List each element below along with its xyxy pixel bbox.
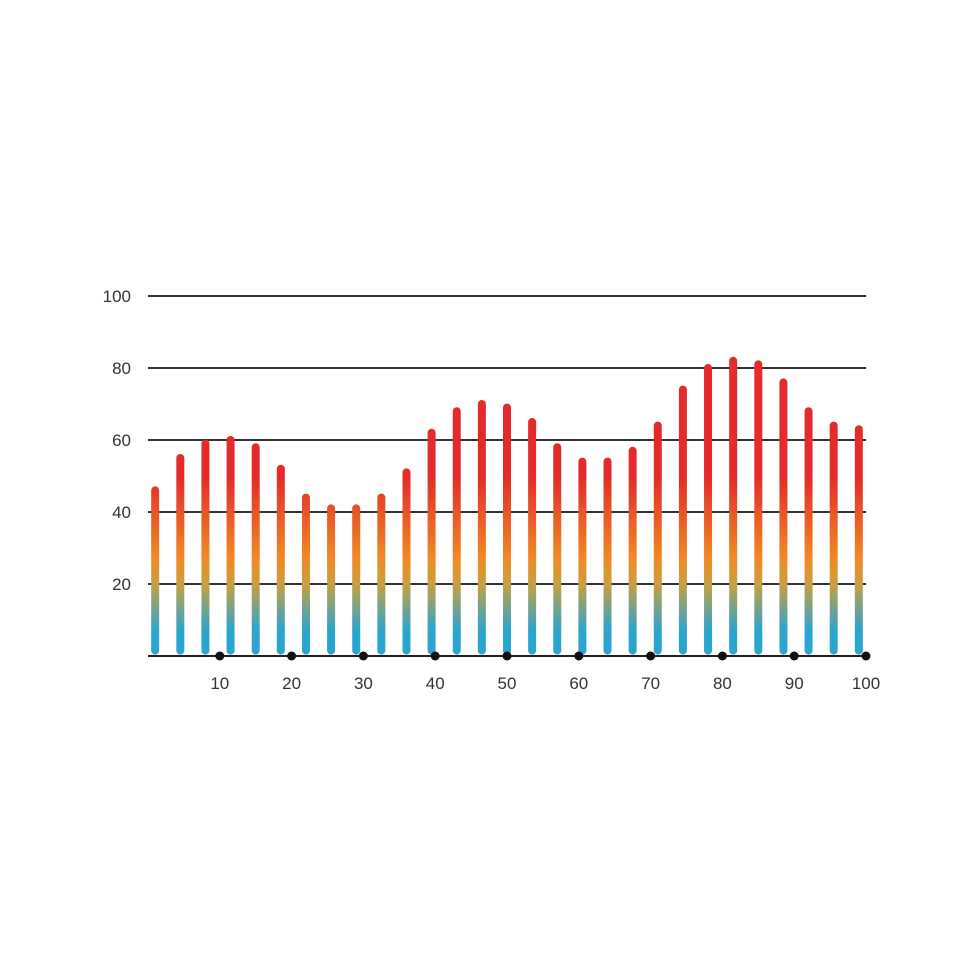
x-tick-dot-50 [502,651,512,661]
y-tick-label-40: 40 [112,503,131,522]
x-tick-label-20: 20 [282,674,301,693]
x-tick-dot-80 [717,651,727,661]
x-axis [148,651,871,661]
x-tick-label-90: 90 [785,674,804,693]
x-tick-dot-100 [861,651,871,661]
y-tick-label-60: 60 [112,431,131,450]
y-tick-label-20: 20 [112,575,131,594]
x-tick-label-100: 100 [852,674,880,693]
bars [151,356,863,655]
x-tick-label-40: 40 [426,674,445,693]
x-tick-label-70: 70 [641,674,660,693]
x-tick-dot-30 [358,651,368,661]
x-tick-dot-40 [430,651,440,661]
x-tick-label-50: 50 [498,674,517,693]
x-tick-label-60: 60 [569,674,588,693]
y-tick-label-80: 80 [112,359,131,378]
x-tick-label-10: 10 [210,674,229,693]
x-tick-dot-20 [287,651,297,661]
x-tick-dot-90 [789,651,799,661]
y-tick-label-100: 100 [103,287,131,306]
x-tick-dot-60 [574,651,584,661]
x-tick-label-30: 30 [354,674,373,693]
tick-labels: 20 40 60 80 100 10 20 30 40 50 60 70 80 90 100 [103,287,881,693]
x-tick-dot-70 [646,651,656,661]
x-tick-label-80: 80 [713,674,732,693]
x-tick-dot-10 [215,651,225,661]
